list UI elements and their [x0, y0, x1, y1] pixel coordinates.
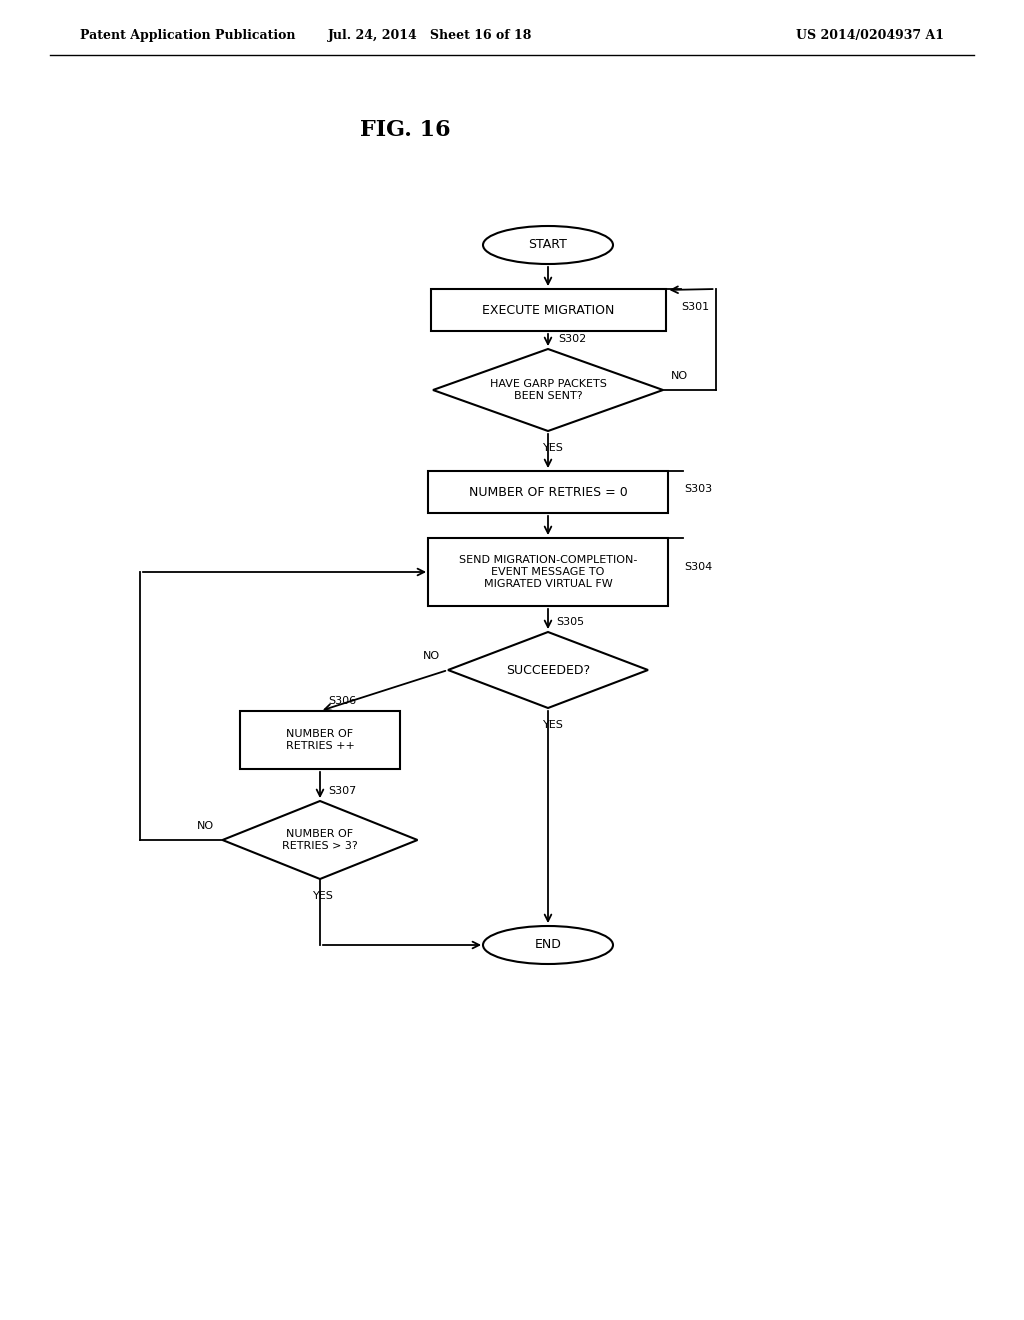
- Bar: [430, 289, 666, 331]
- Text: END: END: [535, 939, 561, 952]
- Bar: [240, 711, 400, 770]
- Text: S307: S307: [328, 785, 356, 796]
- Bar: [428, 471, 668, 513]
- Text: US 2014/0204937 A1: US 2014/0204937 A1: [796, 29, 944, 41]
- Text: HAVE GARP PACKETS
BEEN SENT?: HAVE GARP PACKETS BEEN SENT?: [489, 379, 606, 401]
- Text: YES: YES: [543, 444, 563, 453]
- Text: NO: NO: [671, 371, 688, 381]
- Text: FIG. 16: FIG. 16: [360, 119, 451, 141]
- Text: S305: S305: [556, 616, 584, 627]
- Text: S306: S306: [328, 696, 356, 706]
- Text: YES: YES: [543, 719, 563, 730]
- Text: Patent Application Publication: Patent Application Publication: [80, 29, 296, 41]
- Text: S301: S301: [682, 302, 710, 312]
- Text: NUMBER OF
RETRIES ++: NUMBER OF RETRIES ++: [286, 729, 354, 751]
- Text: NUMBER OF
RETRIES > 3?: NUMBER OF RETRIES > 3?: [283, 829, 357, 851]
- Bar: [428, 539, 668, 606]
- Text: NUMBER OF RETRIES = 0: NUMBER OF RETRIES = 0: [469, 486, 628, 499]
- Text: SUCCEEDED?: SUCCEEDED?: [506, 664, 590, 676]
- Text: Jul. 24, 2014   Sheet 16 of 18: Jul. 24, 2014 Sheet 16 of 18: [328, 29, 532, 41]
- Text: EXECUTE MIGRATION: EXECUTE MIGRATION: [482, 304, 614, 317]
- Text: SEND MIGRATION-COMPLETION-
EVENT MESSAGE TO
MIGRATED VIRTUAL FW: SEND MIGRATION-COMPLETION- EVENT MESSAGE…: [459, 556, 637, 589]
- Text: NO: NO: [423, 651, 440, 661]
- Text: S303: S303: [684, 484, 712, 494]
- Text: YES: YES: [312, 891, 334, 902]
- Text: S302: S302: [558, 334, 587, 345]
- Text: START: START: [528, 239, 567, 252]
- Text: NO: NO: [198, 821, 214, 832]
- Text: S304: S304: [684, 562, 713, 572]
